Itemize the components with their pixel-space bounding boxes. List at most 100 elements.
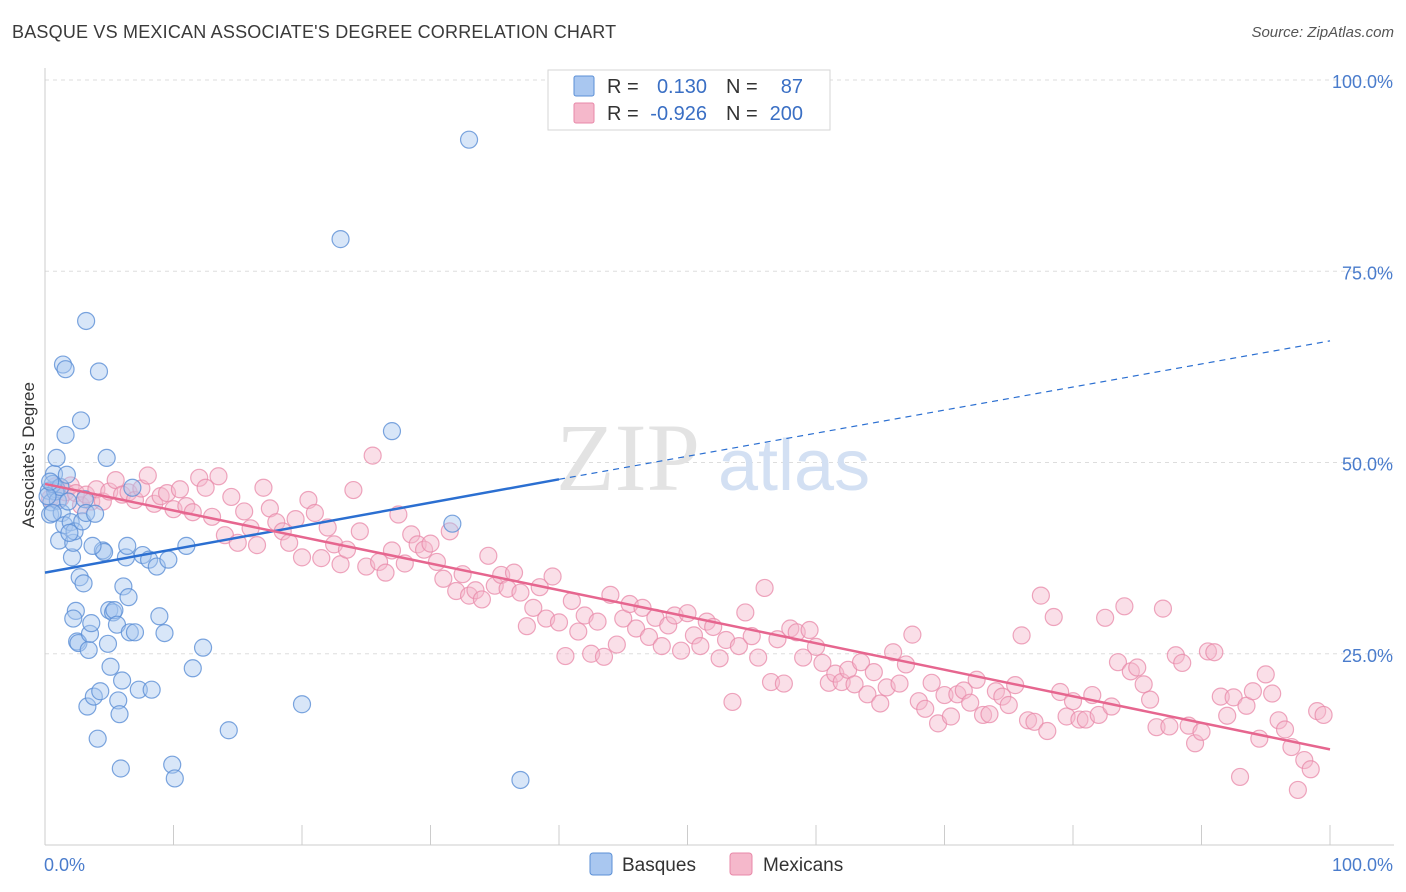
mexicans-point xyxy=(511,583,530,602)
mexicans-point xyxy=(376,563,395,582)
y-axis-label: Associate's Degree xyxy=(19,382,38,528)
basques-point xyxy=(125,623,145,642)
mexicans-point xyxy=(1115,597,1134,616)
basques-point xyxy=(98,634,118,653)
y-tick-label: 50.0% xyxy=(1342,455,1393,475)
mexicans-point xyxy=(1301,760,1320,779)
mexicans-point xyxy=(1173,653,1192,673)
basques-point xyxy=(74,574,93,593)
mexicans-point xyxy=(312,549,331,568)
mexicans-point xyxy=(1243,682,1263,701)
basques-point xyxy=(443,514,462,533)
mexicans-point xyxy=(749,648,768,667)
mexicans-point xyxy=(434,569,453,588)
basques-point xyxy=(142,680,161,699)
basques-point xyxy=(38,487,57,506)
basques-point xyxy=(56,425,75,445)
mexicans-point xyxy=(280,533,299,552)
mexicans-point xyxy=(980,705,999,724)
basques-point xyxy=(109,691,128,710)
basques-point xyxy=(112,671,132,690)
basques-point xyxy=(155,623,174,643)
basques-point xyxy=(86,504,105,523)
mexicans-point xyxy=(1031,586,1050,605)
legend-swatch-basques xyxy=(573,75,595,97)
mexicans-point xyxy=(292,548,312,567)
mexicans-point xyxy=(903,625,922,644)
basques-point xyxy=(95,542,114,562)
mexicans-point xyxy=(588,612,607,631)
mexicans-point xyxy=(1230,767,1250,787)
legend-r-label: R = xyxy=(607,103,639,125)
mexicans-point xyxy=(549,613,569,632)
gridlines xyxy=(45,79,1394,655)
mexicans-point xyxy=(254,478,273,497)
basques-point xyxy=(511,770,530,790)
mexicans-point xyxy=(736,603,755,622)
mexicans-point xyxy=(890,674,909,693)
mexicans-point xyxy=(427,552,447,572)
mexicans-point xyxy=(691,636,710,656)
mexicans-point xyxy=(626,619,646,638)
mexicans-point xyxy=(774,674,793,693)
mexicans-point xyxy=(556,646,575,666)
legend-r-value: -0.926 xyxy=(650,103,707,125)
mexicans-point xyxy=(967,670,986,689)
mexicans-point xyxy=(999,695,1018,715)
mexicans-point xyxy=(543,567,562,586)
mexicans-point xyxy=(1018,711,1038,730)
mexicans-point xyxy=(1096,608,1115,627)
mexicans-point xyxy=(755,578,774,598)
basques-point xyxy=(89,362,109,381)
basques-point xyxy=(183,659,202,678)
basques-point xyxy=(97,448,116,468)
tick-labels: 25.0% 50.0% 75.0% 100.0% 0.0% 100.0% xyxy=(44,72,1393,875)
mexicans-point xyxy=(190,468,209,487)
mexicans-point xyxy=(1044,607,1063,627)
mexicans-point xyxy=(922,673,941,692)
basques-point xyxy=(292,695,312,714)
basques-point xyxy=(78,697,97,716)
mexicans-point xyxy=(472,590,491,609)
mexicans-point xyxy=(1153,599,1173,618)
mexicans-point xyxy=(710,649,729,668)
basques-point xyxy=(57,465,76,484)
mexicans-point xyxy=(723,692,742,712)
mexicans-point xyxy=(896,655,916,674)
mexicans-point xyxy=(652,636,671,656)
basques-point xyxy=(114,577,133,596)
mexicans-point xyxy=(1185,734,1205,753)
mexicans-point xyxy=(466,581,485,600)
basques-point xyxy=(129,680,148,699)
mexicans-point xyxy=(1160,717,1179,736)
basques-point xyxy=(165,769,184,788)
mexicans-point xyxy=(813,653,832,673)
mexicans-point xyxy=(729,636,749,656)
basques-point xyxy=(59,492,78,511)
basques-point xyxy=(79,640,98,660)
basques-point xyxy=(62,548,82,567)
basques-trendline xyxy=(44,478,560,574)
legend-label-mexicans: Mexicans xyxy=(763,855,843,876)
mexicans-point xyxy=(170,480,190,499)
legend-swatch-mexicans xyxy=(573,102,595,124)
mexicans-point xyxy=(1038,721,1057,741)
basques-point xyxy=(105,601,124,620)
mexicans-point xyxy=(1025,712,1044,731)
mexicans-point xyxy=(1295,750,1314,770)
x-tick-label: 0.0% xyxy=(44,855,85,875)
mexicans-point xyxy=(845,675,864,694)
mexicans-point xyxy=(864,663,883,682)
watermark: ZIP atlas xyxy=(556,404,870,511)
basques-point xyxy=(163,755,182,774)
mexicans-point xyxy=(569,622,588,641)
basques-point xyxy=(110,705,129,724)
mexicans-point xyxy=(344,480,363,500)
legend-n-label: N = xyxy=(726,76,758,98)
basques-point xyxy=(219,721,238,740)
basques-point xyxy=(120,623,139,642)
mexicans-point xyxy=(363,446,382,465)
mexicans-point xyxy=(350,522,369,541)
mexicans-point xyxy=(1288,780,1307,800)
